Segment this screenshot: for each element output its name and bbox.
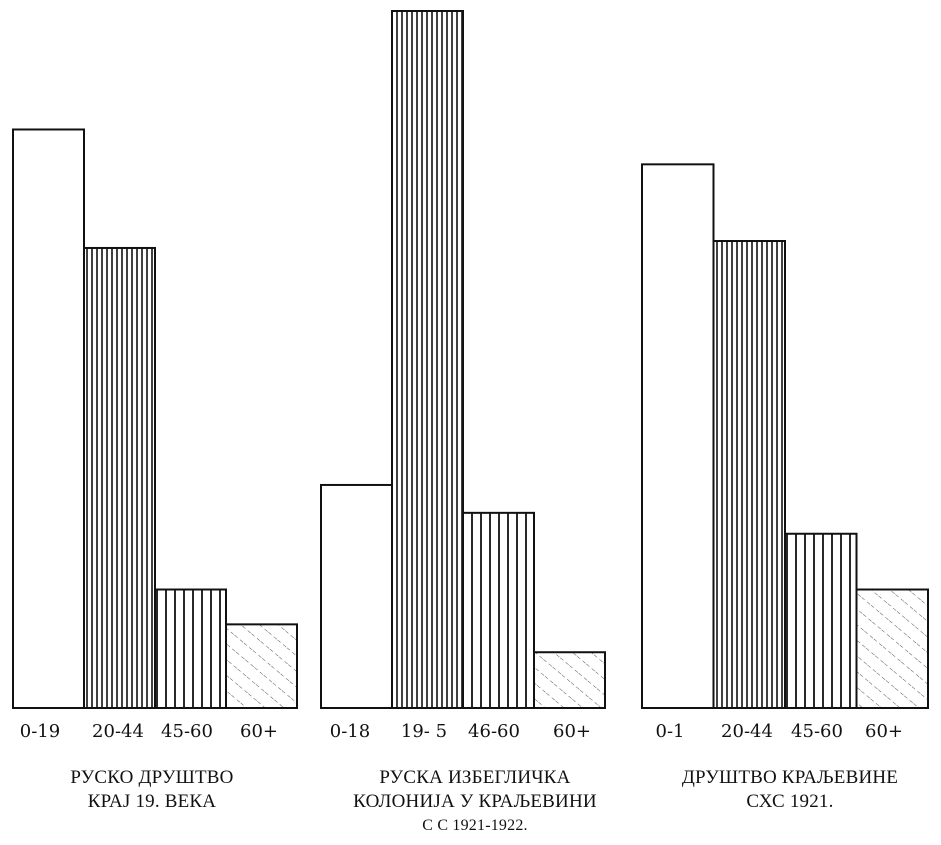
- chart-2-tick-label-4: 60+: [553, 721, 591, 742]
- chart-2-title: РУСКА ИЗБЕГЛИЧКА КОЛОНИЈА У КРАЉЕВИНИ С …: [305, 766, 645, 838]
- chart-1-bar-2: [83, 246, 156, 709]
- chart-3-bar-4: [855, 588, 929, 710]
- chart-1-tick-label-3: 45-60: [161, 721, 213, 742]
- chart-3: 0-1 20-44 45-60 60+: [641, 163, 929, 742]
- chart-3-tick-label-4: 60+: [865, 721, 903, 742]
- chart-3-title: ДРУШТВО КРАЉЕВИНЕ СХС 1921.: [655, 766, 925, 814]
- chart-3-title-line-2: СХС 1921.: [746, 791, 834, 812]
- chart-3-bar-2: [712, 240, 786, 709]
- chart-2-title-line-1: РУСКА ИЗБЕГЛИЧКА: [379, 767, 571, 788]
- chart-1-bar-4: [225, 623, 298, 709]
- chart-3-bar-1: [641, 163, 715, 709]
- chart-3-title-line-1: ДРУШТВО КРАЉЕВИНЕ: [681, 767, 899, 788]
- chart-1-bar-1: [12, 128, 85, 710]
- chart-2-bar-2: [391, 10, 464, 709]
- chart-1-tick-label-4: 60+: [240, 721, 278, 742]
- chart-2-tick-label-1: 0-18: [330, 721, 370, 742]
- chart-2-bar-1: [320, 483, 393, 709]
- chart-1-bar-3: [154, 588, 227, 710]
- chart-3-tick-label-1: 0-1: [656, 721, 685, 742]
- chart-1-tick-label-1: 0-19: [20, 721, 60, 742]
- chart-3-tick-label-3: 45-60: [791, 721, 843, 742]
- chart-3-tick-label-2: 20-44: [721, 721, 773, 742]
- chart-2-tick-label-2: 19- 5: [401, 721, 447, 742]
- chart-3-bar-3: [784, 532, 858, 709]
- chart-2-tick-label-3: 46-60: [468, 721, 520, 742]
- chart-1-tick-label-2: 20-44: [92, 721, 144, 742]
- chart-1-title-line-2: КРАЈ 19. ВЕКА: [87, 791, 217, 812]
- chart-2-bar-4: [533, 651, 606, 709]
- chart-1-title: РУСКО ДРУШТВО КРАЈ 19. ВЕКА: [22, 766, 282, 814]
- chart-2: 0-18 19- 5 46-60 60+: [320, 10, 606, 742]
- chart-1: 0-19 20-44 45-60 60+: [12, 128, 298, 742]
- chart-1-title-line-1: РУСКО ДРУШТВО: [70, 767, 234, 788]
- chart-2-title-line-3: С С 1921-1922.: [422, 817, 528, 834]
- chart-2-title-line-2: КОЛОНИЈА У КРАЉЕВИНИ: [353, 791, 597, 812]
- chart-2-bar-3: [462, 511, 535, 710]
